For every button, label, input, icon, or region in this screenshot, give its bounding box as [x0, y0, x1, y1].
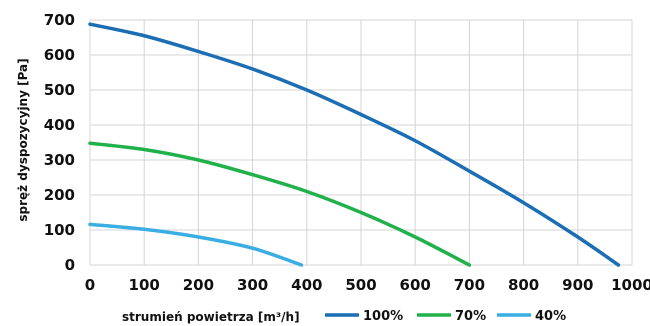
x-tick-label: 900 — [562, 276, 593, 294]
x-axis-label: strumień powietrza [m³/h] — [122, 310, 300, 324]
series-line-40pct — [88, 222, 304, 267]
legend-label: 70% — [455, 309, 486, 324]
x-tick-label: 100 — [129, 276, 160, 294]
x-tick-label: 400 — [291, 276, 322, 294]
y-tick-label: 600 — [44, 46, 75, 64]
y-tick-label: 400 — [44, 116, 75, 134]
series-line-100pct — [88, 22, 621, 267]
grid — [89, 19, 633, 266]
x-tick-label: 800 — [508, 276, 539, 294]
x-tick-label: 1000 — [611, 276, 650, 294]
series-line-70pct — [88, 141, 472, 267]
y-tick-label: 0 — [65, 256, 75, 274]
y-tick-label: 300 — [44, 151, 75, 169]
y-tick-label: 700 — [44, 11, 75, 29]
legend-label: 100% — [363, 309, 403, 324]
x-tick-label: 500 — [345, 276, 376, 294]
x-tick-label: 700 — [454, 276, 485, 294]
x-tick-label: 0 — [85, 276, 95, 294]
series-lines — [88, 22, 621, 267]
legend-label: 40% — [535, 309, 566, 324]
x-tick-label: 600 — [400, 276, 431, 294]
x-tick-label: 300 — [237, 276, 268, 294]
y-tick-label: 100 — [44, 221, 75, 239]
legend: 100% 70% 40% — [325, 309, 566, 324]
tick-labels: 0 100 200 300 400 500 600 700 800 900 1000 0 100 200 3… — [44, 11, 650, 294]
y-axis-label: spręż dyspozycyjny [Pa] — [16, 58, 30, 221]
y-tick-label: 200 — [44, 186, 75, 204]
y-tick-label: 500 — [44, 81, 75, 99]
x-tick-label: 200 — [183, 276, 214, 294]
